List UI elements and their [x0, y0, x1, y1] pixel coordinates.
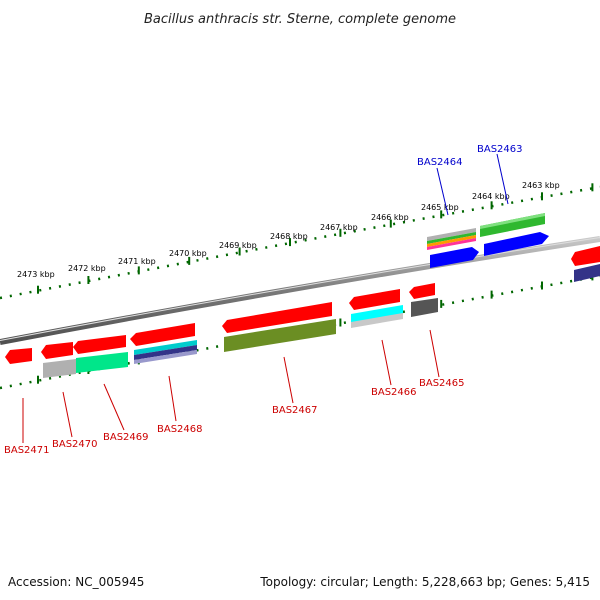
gene-bas2463-green-top [480, 213, 545, 229]
callout-bas2470 [62, 391, 73, 438]
gene-bas2464-layer [427, 232, 476, 244]
gene-bas2466-cyan-base [351, 313, 403, 328]
gene-label-bas2468[interactable]: BAS2468 [157, 424, 203, 435]
gene-labels: BAS2471 BAS2470 BAS2469 BAS2468 BAS2467 … [4, 144, 523, 456]
gene-bas2469-teal[interactable] [76, 352, 128, 373]
callout-bas2465 [429, 329, 440, 378]
gene-bas2463-blue[interactable] [484, 232, 549, 256]
kbp-label-2464: 2464 kbp [472, 192, 510, 201]
kbp-labels: 2473 kbp 2472 kbp 2471 kbp 2470 kbp 2469… [17, 181, 560, 279]
gene-label-bas2470[interactable]: BAS2470 [52, 439, 98, 450]
reverse-strand-genes [5, 283, 438, 378]
gene-label-bas2467[interactable]: BAS2467 [272, 405, 318, 416]
gene-callout-lines [22, 153, 509, 443]
kbp-label-2463: 2463 kbp [522, 181, 560, 190]
gene-label-bas2464[interactable]: BAS2464 [417, 157, 463, 168]
gene-label-bas2465[interactable]: BAS2465 [419, 378, 465, 389]
gene-bas2468-stack[interactable] [134, 340, 197, 355]
kbp-label-2468: 2468 kbp [270, 232, 308, 241]
genome-summary-text: Topology: circular; Length: 5,228,663 bp… [260, 575, 590, 589]
gene-label-bas2469[interactable]: BAS2469 [103, 432, 149, 443]
genome-backbone [0, 236, 600, 345]
callout-bas2467 [283, 356, 294, 404]
kbp-label-2465: 2465 kbp [421, 203, 459, 212]
kbp-label-2469: 2469 kbp [219, 241, 257, 250]
gene-bas2470-red[interactable] [41, 342, 73, 359]
gene-bas2465-gray[interactable] [411, 298, 438, 317]
callout-bas2469 [103, 383, 125, 431]
gene-bas2464-blue[interactable] [430, 247, 479, 268]
gene-right-edge-red[interactable] [571, 246, 600, 266]
gene-bas2465-red[interactable] [409, 283, 435, 299]
gene-label-bas2466[interactable]: BAS2466 [371, 387, 417, 398]
kbp-label-2470: 2470 kbp [169, 249, 207, 258]
kbp-label-2467: 2467 kbp [320, 223, 358, 232]
gene-bas2464-layer [427, 235, 476, 247]
gene-bas2468-layer [134, 350, 197, 364]
gene-bas2466-red[interactable] [349, 289, 400, 310]
gene-bas2468-red[interactable] [130, 323, 195, 346]
callout-bas2468 [168, 375, 177, 422]
kbp-label-2472: 2472 kbp [68, 264, 106, 273]
gene-label-bas2471[interactable]: BAS2471 [4, 445, 50, 456]
kbp-label-2471: 2471 kbp [118, 257, 156, 266]
callout-bas2466 [381, 339, 392, 386]
gene-label-bas2463[interactable]: BAS2463 [477, 144, 523, 155]
kbp-label-2466: 2466 kbp [371, 213, 409, 222]
gene-bas2470-gray[interactable] [43, 359, 76, 378]
accession-text: Accession: NC_005945 [8, 575, 145, 589]
genome-backbone-highlight [0, 237, 600, 341]
gene-bas2464-layer [427, 238, 476, 250]
map-title: Bacillus anthracis str. Sterne, complete… [144, 12, 456, 27]
kbp-label-2473: 2473 kbp [17, 270, 55, 279]
callout-bas2463 [496, 153, 509, 205]
gene-right-edge-navy[interactable] [574, 264, 600, 282]
forward-strand-genes [427, 213, 600, 282]
gene-bas2464-stack[interactable] [427, 228, 476, 241]
gene-bas2468-layer [134, 345, 197, 360]
gene-bas2467-olive[interactable] [224, 319, 336, 352]
gene-bas2467-red[interactable] [222, 302, 332, 333]
callout-bas2464 [436, 167, 449, 216]
gene-bas2469-red[interactable] [73, 335, 126, 354]
gene-bas2471[interactable] [5, 348, 32, 364]
